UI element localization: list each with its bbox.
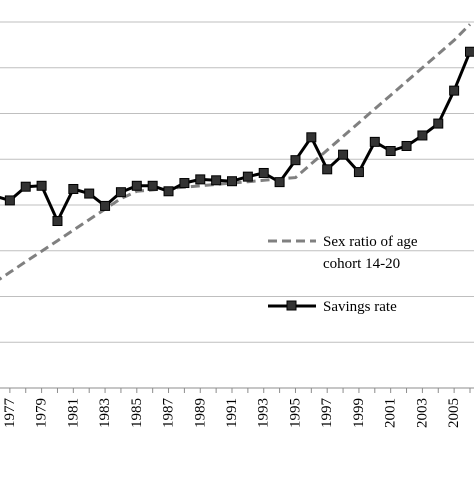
- legend-savings-marker: [287, 301, 296, 310]
- legend-sex-ratio-label-line2: cohort 14-20: [323, 256, 400, 272]
- savings-point-marker: [196, 175, 205, 184]
- savings-point-marker: [466, 47, 474, 56]
- savings-point-marker: [434, 119, 443, 128]
- savings-point-marker: [402, 141, 411, 150]
- savings-point-marker: [116, 188, 125, 197]
- savings-point-marker: [148, 181, 157, 190]
- x-tick-label: 1997: [319, 398, 335, 429]
- x-tick-label: 2003: [414, 398, 430, 428]
- savings-point-marker: [307, 133, 316, 142]
- savings-point-marker: [450, 86, 459, 95]
- legend-sex-ratio-label-line1: Sex ratio of age: [323, 234, 418, 250]
- savings-point-marker: [101, 201, 110, 210]
- savings-point-marker: [339, 150, 348, 159]
- legend: Sex ratio of age cohort 14-20 Savings ra…: [268, 234, 418, 315]
- savings-point-marker: [243, 172, 252, 181]
- x-tick-label: 1987: [161, 398, 177, 429]
- savings-point-marker: [275, 178, 284, 187]
- savings-point-marker: [53, 217, 62, 226]
- series-line-savings: [0, 52, 470, 221]
- legend-savings-label: Savings rate: [323, 299, 397, 315]
- savings-point-marker: [132, 181, 141, 190]
- savings-point-marker: [228, 177, 237, 186]
- savings-point-marker: [291, 156, 300, 165]
- x-axis: 1977 1979 1981 1983 1985 1987 1989 1991 1993 1995…: [0, 388, 474, 428]
- x-tick-label: 2005: [446, 398, 462, 428]
- x-tick-label: 1995: [287, 398, 303, 428]
- x-tick-label: 1979: [34, 398, 50, 428]
- savings-point-marker: [164, 187, 173, 196]
- x-tick-label: 1977: [2, 398, 18, 429]
- x-tick-label: 1989: [192, 398, 208, 428]
- savings-point-marker: [21, 182, 30, 191]
- savings-point-marker: [323, 165, 332, 174]
- x-tick-label: 2001: [383, 398, 399, 428]
- savings-point-marker: [5, 196, 14, 205]
- x-tick-label: 1981: [65, 398, 81, 428]
- savings-point-marker: [69, 184, 78, 193]
- x-tick-label: 1985: [129, 398, 145, 428]
- savings-point-marker: [212, 176, 221, 185]
- savings-point-marker: [85, 189, 94, 198]
- savings-point-marker: [386, 147, 395, 156]
- savings-point-marker: [180, 179, 189, 188]
- x-tick-label: 1993: [256, 398, 272, 428]
- savings-point-marker: [354, 168, 363, 177]
- savings-point-marker: [418, 131, 427, 140]
- savings-point-marker: [37, 181, 46, 190]
- x-tick-label: 1999: [351, 398, 367, 428]
- x-tick-label: 1983: [97, 398, 113, 428]
- savings-point-marker: [259, 168, 268, 177]
- savings-point-marker: [370, 137, 379, 146]
- x-tick-label: 1991: [224, 398, 240, 428]
